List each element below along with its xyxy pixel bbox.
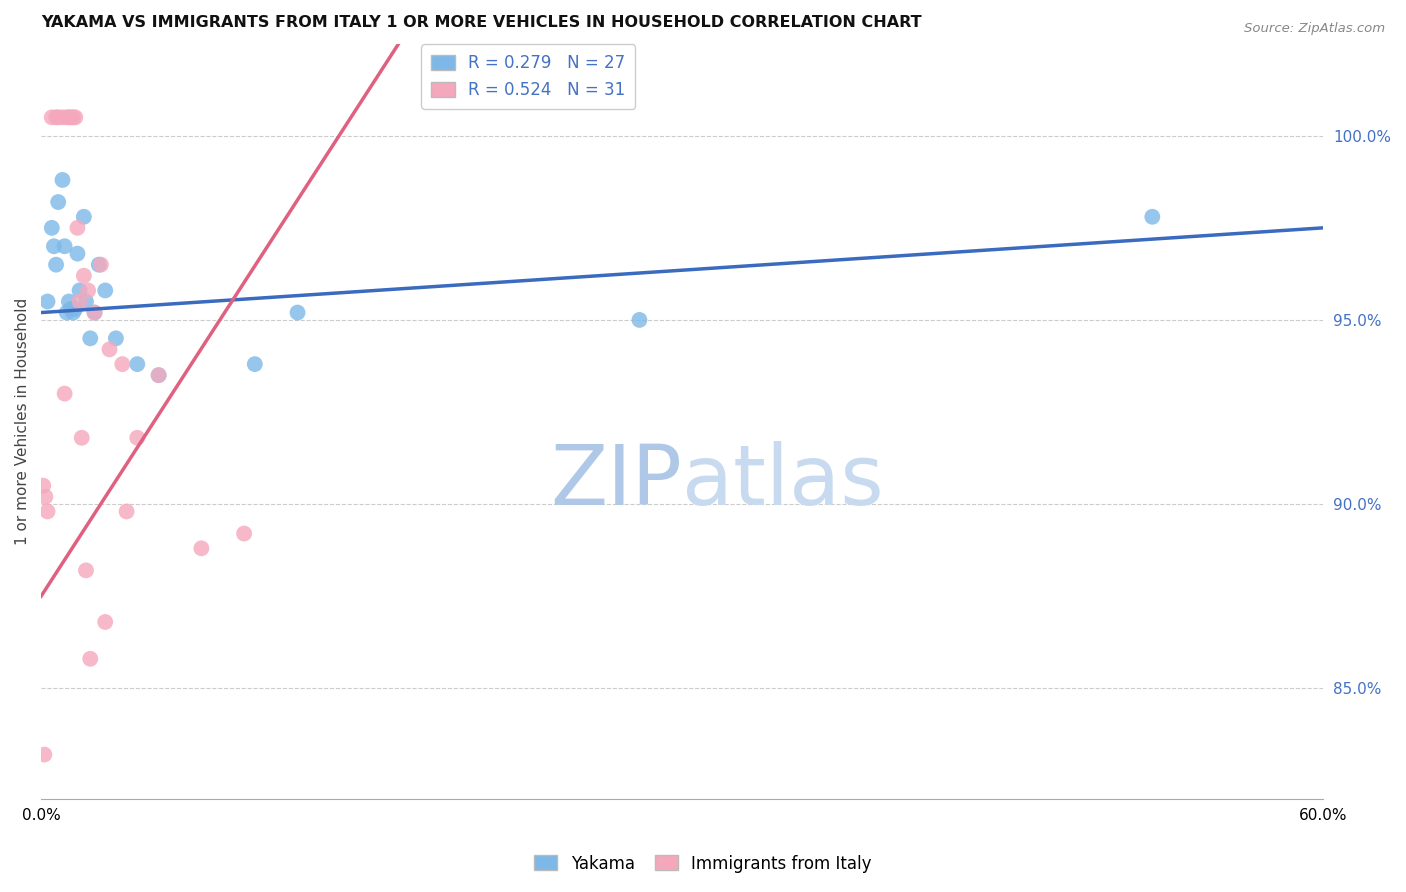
Point xyxy=(111,357,134,371)
Legend: R = 0.279   N = 27, R = 0.524   N = 31: R = 0.279 N = 27, R = 0.524 N = 31 xyxy=(422,45,636,109)
Point xyxy=(628,313,651,327)
Point xyxy=(62,305,84,319)
Point xyxy=(75,294,97,309)
Point xyxy=(37,504,59,518)
Point xyxy=(73,210,96,224)
Point xyxy=(73,268,96,283)
Point xyxy=(66,246,89,260)
Point xyxy=(94,284,117,298)
Point xyxy=(45,258,67,272)
Point xyxy=(90,258,112,272)
Point xyxy=(69,294,91,309)
Point xyxy=(34,747,56,762)
Point xyxy=(83,305,105,319)
Point xyxy=(62,111,84,125)
Point xyxy=(98,343,121,357)
Point xyxy=(51,111,73,125)
Point xyxy=(51,173,73,187)
Point xyxy=(87,258,110,272)
Point xyxy=(190,541,212,556)
Point xyxy=(233,526,256,541)
Point xyxy=(34,490,56,504)
Point xyxy=(60,301,83,316)
Point xyxy=(115,504,138,518)
Point xyxy=(65,111,87,125)
Point xyxy=(37,294,59,309)
Point xyxy=(41,111,63,125)
Point xyxy=(65,301,87,316)
Point xyxy=(58,294,80,309)
Point xyxy=(127,431,149,445)
Point xyxy=(32,478,55,492)
Point xyxy=(70,431,93,445)
Point xyxy=(41,220,63,235)
Text: atlas: atlas xyxy=(682,442,884,522)
Point xyxy=(66,220,89,235)
Point xyxy=(77,284,100,298)
Point xyxy=(46,195,69,210)
Text: Source: ZipAtlas.com: Source: ZipAtlas.com xyxy=(1244,22,1385,36)
Point xyxy=(79,331,101,345)
Point xyxy=(53,386,76,401)
Point xyxy=(79,652,101,666)
Y-axis label: 1 or more Vehicles in Household: 1 or more Vehicles in Household xyxy=(15,298,30,545)
Point xyxy=(127,357,149,371)
Point xyxy=(94,615,117,629)
Point xyxy=(46,111,69,125)
Point xyxy=(45,111,67,125)
Point xyxy=(60,111,83,125)
Point xyxy=(1142,210,1164,224)
Point xyxy=(148,368,170,383)
Point xyxy=(83,305,105,319)
Point xyxy=(53,239,76,253)
Point xyxy=(69,284,91,298)
Point xyxy=(287,305,309,319)
Point xyxy=(42,239,65,253)
Text: YAKAMA VS IMMIGRANTS FROM ITALY 1 OR MORE VEHICLES IN HOUSEHOLD CORRELATION CHAR: YAKAMA VS IMMIGRANTS FROM ITALY 1 OR MOR… xyxy=(41,15,922,30)
Point xyxy=(75,563,97,577)
Legend: Yakama, Immigrants from Italy: Yakama, Immigrants from Italy xyxy=(527,848,879,880)
Point xyxy=(243,357,266,371)
Point xyxy=(148,368,170,383)
Text: ZIP: ZIP xyxy=(550,442,682,522)
Point xyxy=(104,331,127,345)
Point xyxy=(55,305,77,319)
Point xyxy=(58,111,80,125)
Point xyxy=(55,111,77,125)
